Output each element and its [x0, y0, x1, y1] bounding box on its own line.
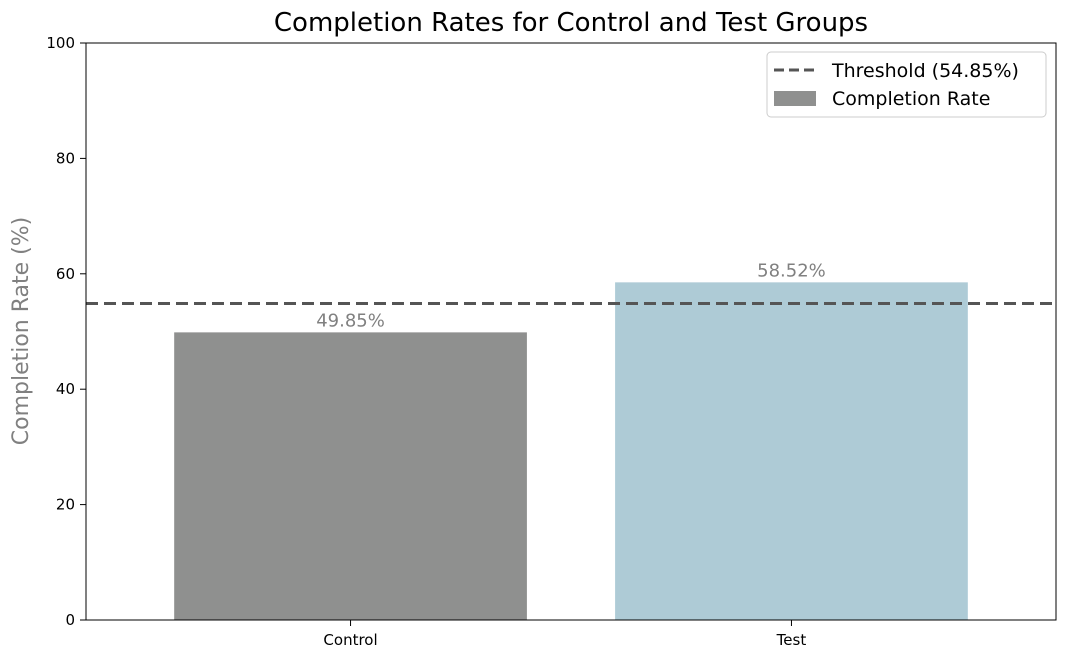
y-axis-ticks: 0 20 40 60 80 100	[46, 34, 86, 629]
y-tick-label: 60	[56, 265, 75, 283]
bar-control	[174, 332, 527, 620]
y-axis-label: Completion Rate (%)	[9, 217, 34, 446]
legend-threshold-label: Threshold (54.85%)	[831, 60, 1019, 82]
x-tick-label: Control	[323, 631, 377, 649]
bar-value-label: 58.52%	[757, 260, 826, 281]
legend-box	[766, 51, 1047, 118]
y-tick-label: 40	[56, 380, 75, 398]
y-tick-label: 0	[65, 611, 75, 629]
chart-title: Completion Rates for Control and Test Gr…	[274, 8, 868, 38]
legend-bar-swatch	[774, 91, 816, 106]
y-tick-label: 100	[46, 34, 75, 52]
y-tick-label: 20	[56, 496, 75, 514]
y-tick-label: 80	[56, 149, 75, 167]
x-tick-label: Test	[776, 631, 807, 649]
bar-value-label: 49.85%	[316, 310, 385, 331]
bars: 49.85% 58.52%	[174, 260, 968, 620]
bar-test	[615, 282, 968, 620]
plot-frame	[85, 42, 1057, 621]
legend: Threshold (54.85%) Completion Rate	[766, 51, 1047, 118]
x-axis-ticks: Control Test	[323, 620, 806, 649]
legend-bar-label: Completion Rate	[832, 88, 990, 110]
